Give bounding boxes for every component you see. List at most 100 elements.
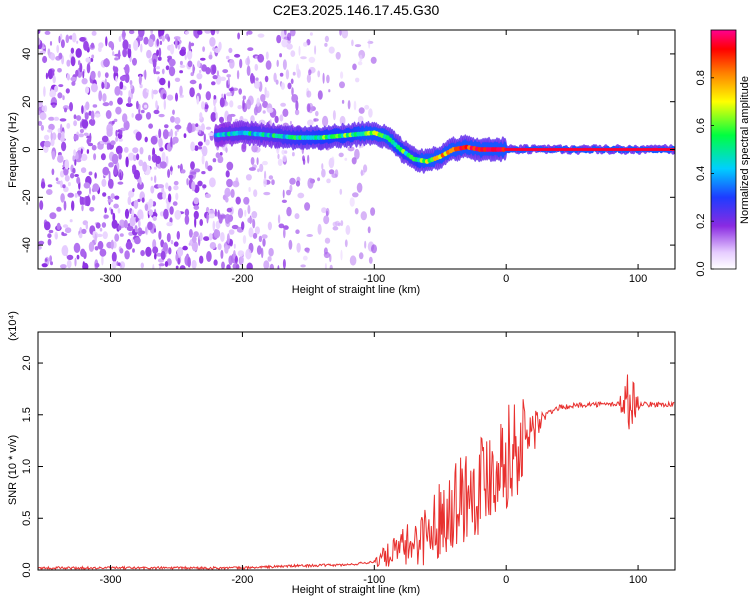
- noise-blob: [78, 133, 85, 138]
- noise-blob: [263, 191, 271, 196]
- noise-blob: [110, 208, 114, 215]
- noise-blob: [44, 221, 51, 231]
- noise-blob: [236, 70, 240, 80]
- noise-blob: [214, 208, 217, 217]
- noise-blob: [153, 166, 157, 170]
- noise-blob: [273, 72, 277, 83]
- y-tick-label: -40: [21, 237, 33, 253]
- noise-blob: [210, 112, 217, 122]
- noise-blob: [237, 208, 244, 219]
- noise-blob: [368, 256, 373, 264]
- spectrogram-x-ticks: -300 -200 -100 0 100: [100, 30, 647, 285]
- noise-blob: [247, 204, 251, 215]
- noise-blob: [161, 35, 165, 42]
- noise-blob: [209, 37, 216, 47]
- noise-blob: [155, 100, 158, 109]
- noise-blob: [205, 193, 211, 199]
- noise-blob: [237, 32, 241, 40]
- snr-x-ticks: -300 -200 -100 0 100: [100, 332, 647, 586]
- noise-blob: [159, 40, 163, 46]
- noise-blob: [161, 151, 166, 163]
- noise-blob: [328, 89, 331, 93]
- noise-blob: [340, 249, 343, 261]
- noise-blob: [252, 232, 258, 239]
- noise-blob: [224, 213, 231, 224]
- noise-blob: [165, 182, 169, 190]
- noise-blob: [148, 209, 154, 217]
- noise-blob: [158, 230, 162, 240]
- noise-blob: [39, 200, 44, 211]
- noise-blob: [363, 164, 368, 173]
- noise-blob: [321, 207, 327, 214]
- noise-blob: [102, 93, 107, 103]
- noise-blob: [75, 48, 82, 58]
- noise-blob: [117, 262, 121, 267]
- noise-blob: [243, 196, 250, 205]
- noise-blob: [205, 67, 211, 75]
- noise-blob: [224, 245, 229, 254]
- noise-blob: [206, 212, 209, 224]
- noise-blob: [105, 110, 112, 119]
- noise-blob: [128, 190, 135, 198]
- noise-blob: [245, 174, 252, 181]
- noise-blob: [52, 75, 56, 84]
- noise-blob: [219, 152, 223, 156]
- noise-blob: [57, 92, 63, 99]
- noise-blob: [226, 92, 232, 97]
- noise-blob: [221, 261, 225, 269]
- noise-blob: [76, 158, 82, 163]
- noise-blob: [143, 36, 149, 45]
- noise-blob: [127, 196, 132, 205]
- noise-blob: [162, 129, 169, 140]
- noise-blob: [142, 161, 148, 173]
- noise-blob: [76, 115, 82, 121]
- noise-blob: [246, 30, 253, 35]
- noise-blob: [174, 77, 181, 83]
- noise-blob: [170, 136, 173, 148]
- noise-blob: [341, 30, 349, 39]
- noise-blob: [101, 178, 107, 187]
- noise-blob: [97, 143, 104, 150]
- noise-blob: [47, 184, 53, 188]
- noise-blob: [266, 107, 274, 114]
- noise-blob: [58, 52, 63, 60]
- noise-blob: [42, 55, 48, 64]
- noise-blob: [197, 141, 203, 147]
- noise-blob: [162, 242, 168, 252]
- noise-blob: [253, 189, 258, 198]
- noise-blob: [262, 100, 269, 109]
- noise-blob: [115, 106, 122, 115]
- noise-blob: [263, 260, 270, 269]
- noise-blob: [80, 153, 88, 161]
- noise-blob: [229, 100, 234, 108]
- noise-blob: [130, 84, 133, 90]
- noise-blob: [186, 49, 193, 60]
- noise-blob: [90, 110, 95, 121]
- noise-blob: [306, 249, 310, 254]
- noise-blob: [281, 199, 287, 203]
- noise-blob: [287, 32, 292, 41]
- noise-blob: [196, 95, 200, 105]
- noise-blob: [235, 264, 240, 269]
- noise-blob: [100, 153, 106, 161]
- noise-blob: [179, 64, 186, 68]
- noise-blob: [153, 228, 157, 233]
- noise-blob: [140, 250, 145, 257]
- noise-blob: [44, 258, 48, 262]
- noise-blob: [144, 136, 148, 143]
- noise-blob: [233, 250, 236, 260]
- noise-blob: [139, 230, 146, 235]
- noise-blob: [220, 76, 226, 82]
- noise-blob: [115, 145, 123, 155]
- noise-blob: [54, 85, 59, 93]
- noise-blob: [324, 42, 328, 47]
- noise-blob: [176, 230, 180, 240]
- noise-blob: [294, 213, 300, 220]
- noise-blob: [102, 102, 110, 107]
- noise-blob: [199, 69, 202, 74]
- noise-blob: [172, 136, 179, 144]
- noise-blob: [51, 132, 57, 141]
- noise-blob: [225, 147, 228, 153]
- noise-blob: [64, 107, 67, 113]
- y-tick-label: 0.0: [21, 562, 33, 577]
